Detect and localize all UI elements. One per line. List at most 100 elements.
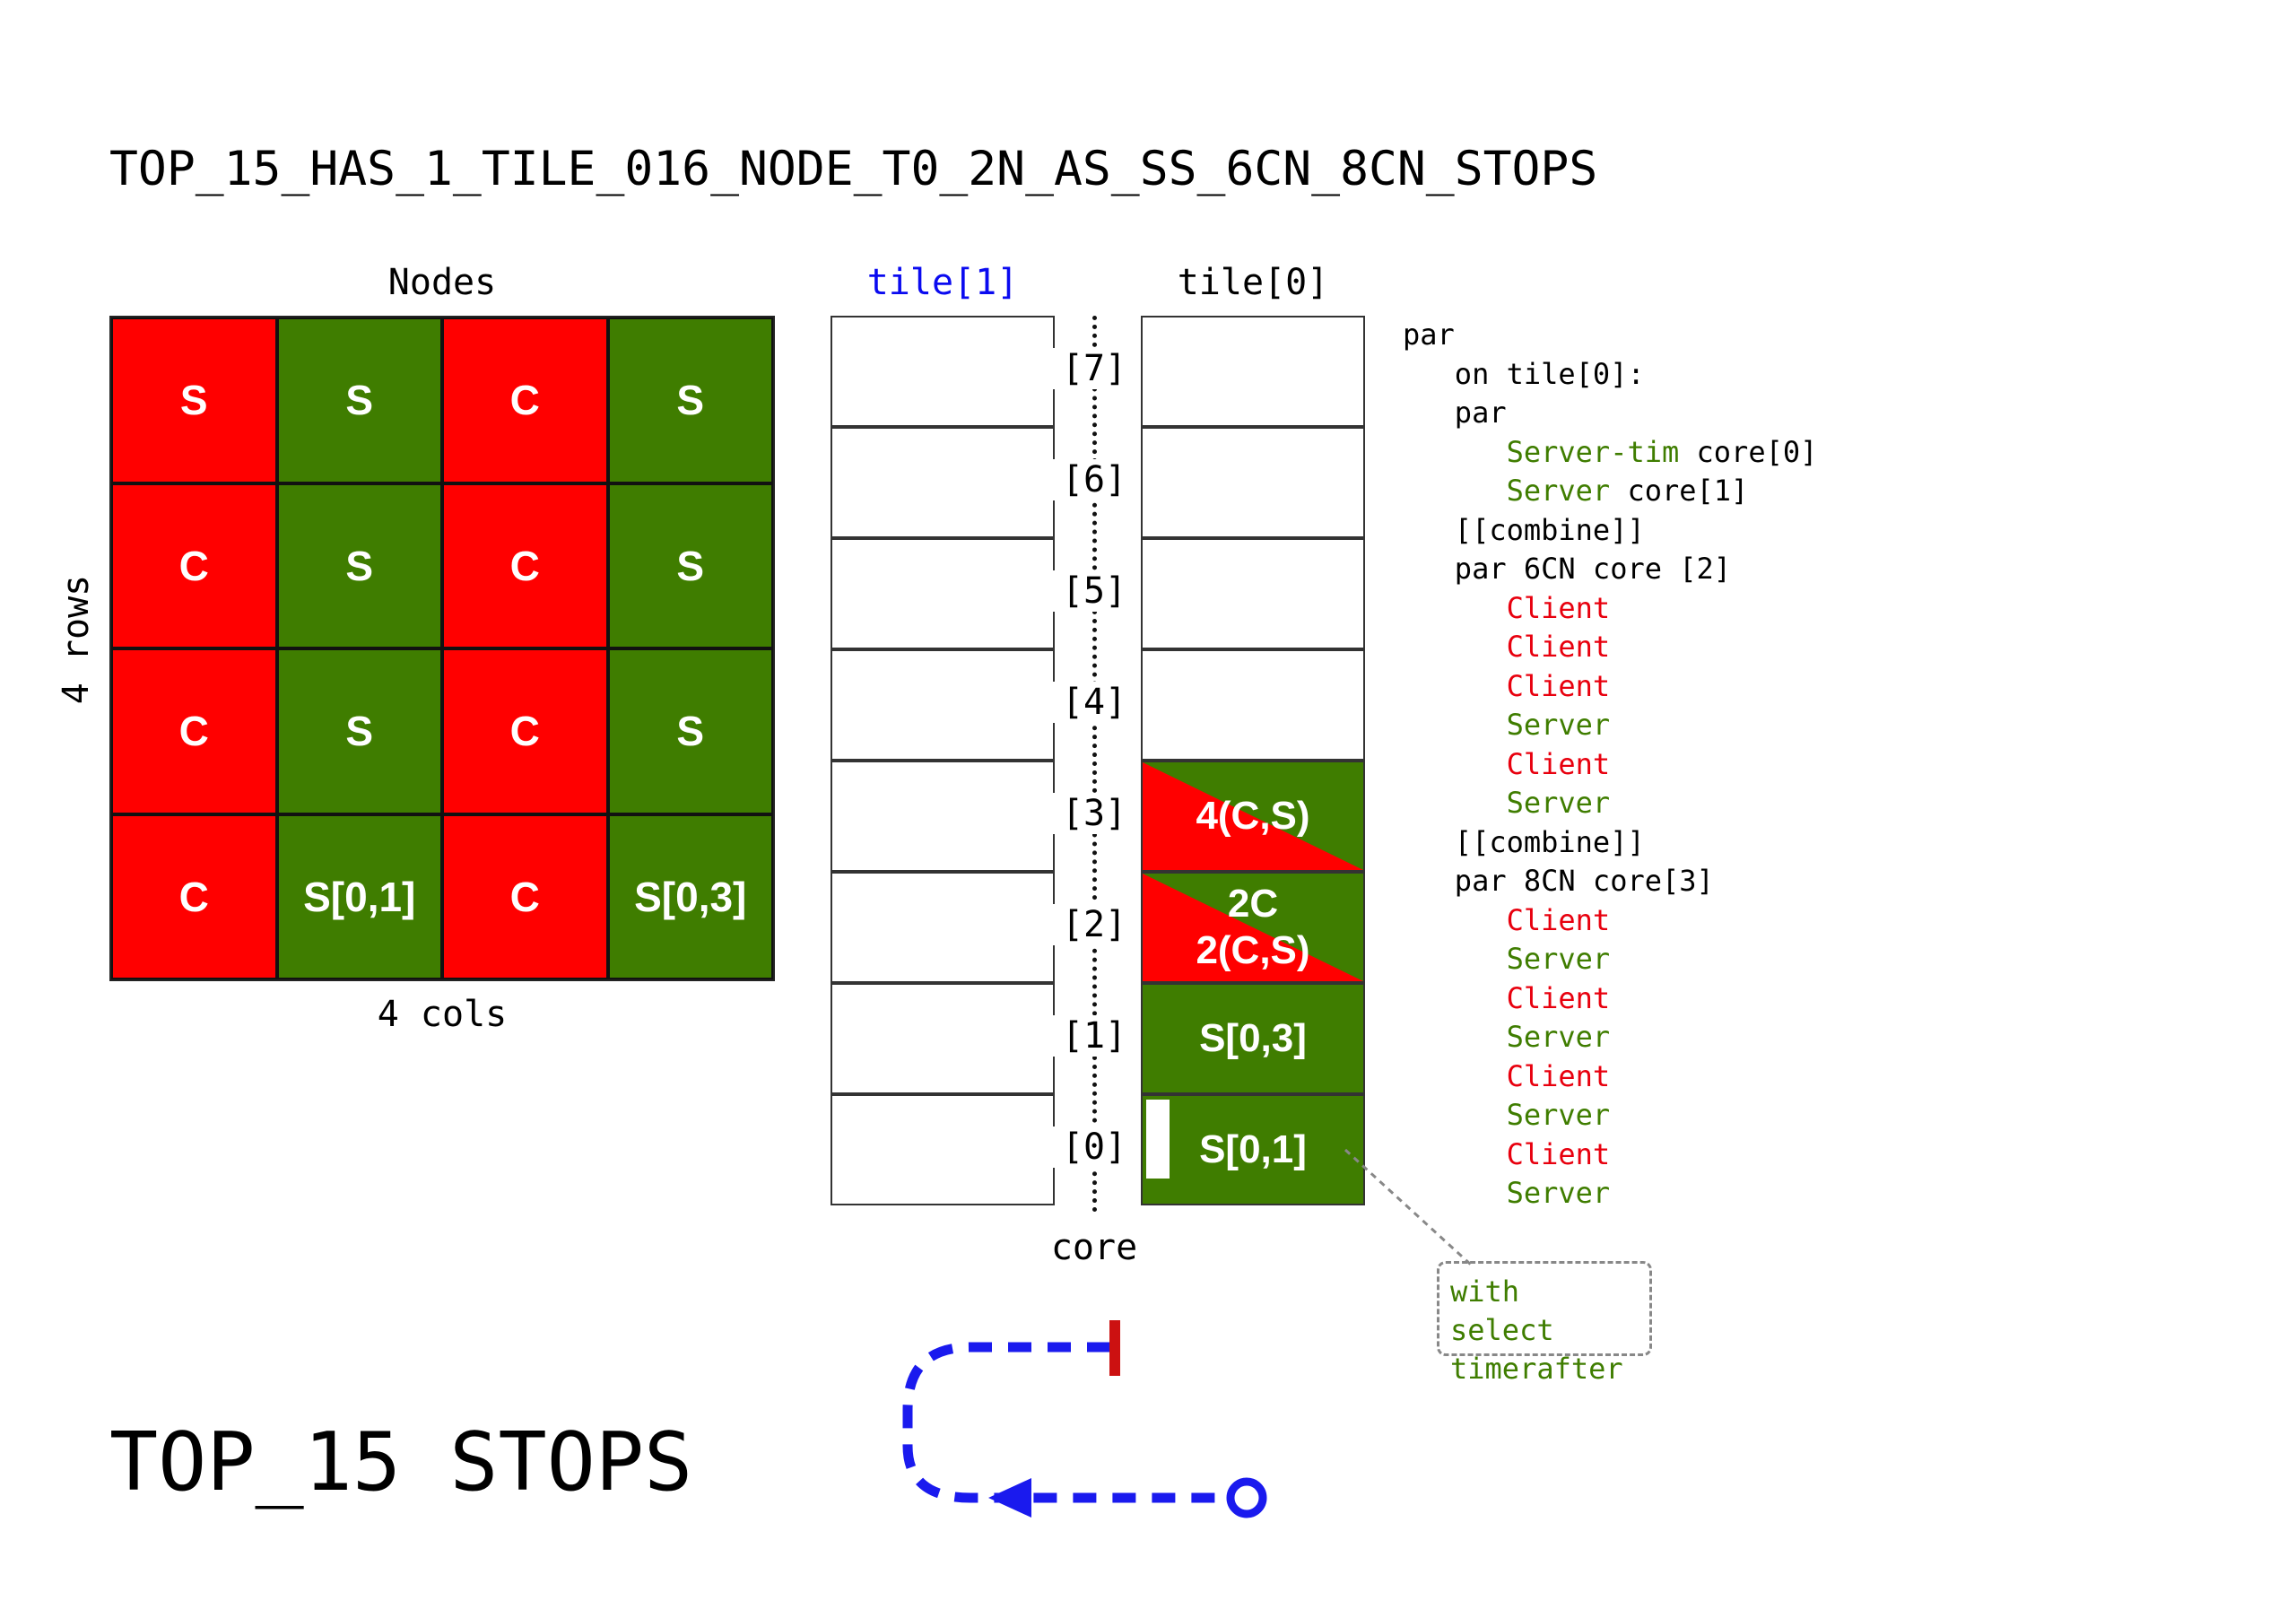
- node-r3-c3: S[0,3]: [607, 813, 773, 979]
- tile1-core-cell: [831, 1094, 1055, 1205]
- code-token: par: [1454, 396, 1507, 430]
- code-token: core[1]: [1610, 474, 1749, 508]
- callout-line-2: timerafter: [1450, 1352, 1623, 1386]
- code-token: Server: [1506, 708, 1611, 742]
- code-token: Server: [1506, 1020, 1611, 1054]
- code-line: Client: [1403, 979, 1817, 1019]
- node-r0-c1: S: [276, 318, 442, 483]
- code-token: Client: [1506, 980, 1611, 1015]
- code-line: [[combine]]: [1403, 511, 1817, 551]
- core-index-label: [5]: [1049, 570, 1139, 612]
- node-r0-c0: S: [111, 318, 277, 483]
- arrowhead-icon: [988, 1478, 1031, 1518]
- node-r3-c1: S[0,1]: [276, 813, 442, 979]
- node-r1-c2: C: [442, 483, 608, 648]
- nodes-title: Nodes: [387, 262, 497, 303]
- tile0-core-cell: [1141, 649, 1365, 761]
- tile1-header: tile[1]: [866, 262, 1019, 303]
- code-line: Client: [1403, 1057, 1817, 1097]
- code-line: Server core[1]: [1403, 472, 1817, 511]
- cols-label: 4 cols: [377, 994, 508, 1035]
- code-line: Client: [1403, 745, 1817, 785]
- tile0-core-cell: 4(C,S): [1141, 761, 1365, 872]
- timer-marker: [1146, 1100, 1170, 1179]
- tile0-core-cell: 2C 2(C,S): [1141, 872, 1365, 983]
- code-token: [[combine]]: [1454, 824, 1645, 859]
- tile0-core-cell: [1141, 427, 1365, 538]
- core-index-label: [0]: [1049, 1127, 1139, 1168]
- code-line: Server: [1403, 1096, 1817, 1135]
- code-line: Server: [1403, 1174, 1817, 1214]
- code-token: Server: [1506, 474, 1611, 508]
- core-axis-dotted-line: [1092, 316, 1100, 1213]
- client-server-split-shape: [1143, 874, 1363, 981]
- start-circle-icon: [1226, 1477, 1267, 1518]
- tile0-header: tile[0]: [1177, 262, 1329, 303]
- code-line: Server-tim core[0]: [1403, 433, 1818, 473]
- tile0-core-cell: [1141, 316, 1365, 427]
- node-r0-c2: C: [442, 318, 608, 483]
- core-cell-label: S[0,1]: [1199, 1127, 1307, 1171]
- core-cell-label: S[0,3]: [1199, 1016, 1307, 1060]
- tile1-core-cell: [831, 983, 1055, 1094]
- code-token: Client: [1506, 746, 1611, 781]
- code-token: Server: [1506, 1098, 1611, 1132]
- tile1-column: [831, 316, 1055, 1205]
- core-index-label: [7]: [1049, 348, 1139, 389]
- code-line: Client: [1403, 589, 1817, 629]
- node-r2-c1: S: [276, 648, 442, 814]
- node-r1-c3: S: [607, 483, 773, 648]
- core-index-label: [4]: [1049, 682, 1139, 723]
- tile0-core-cell: [1141, 538, 1365, 649]
- core-cell-label: 2C 2(C,S): [1196, 882, 1310, 972]
- code-line: Server: [1403, 706, 1817, 745]
- tile1-core-cell: [831, 427, 1055, 538]
- node-r2-c3: S: [607, 648, 773, 814]
- code-line: par: [1403, 394, 1817, 433]
- tile1-core-cell: [831, 761, 1055, 872]
- node-r0-c3: S: [607, 318, 773, 483]
- core-index-label: [3]: [1049, 793, 1139, 834]
- code-line: par 8CN core[3]: [1403, 862, 1817, 901]
- code-token: Client: [1506, 590, 1611, 625]
- core-index-label: [1]: [1049, 1015, 1139, 1057]
- rows-label: 4 rows: [56, 574, 97, 705]
- code-line: Client: [1403, 628, 1817, 667]
- code-listing: par on tile[0]: par Server-tim core[0] S…: [1403, 316, 1817, 1214]
- tile1-core-cell: [831, 538, 1055, 649]
- diagram-title: TOP_15_HAS_1_TILE_016_NODE_T0_2N_AS_SS_6…: [109, 142, 1598, 196]
- callout-note: with select timerafter: [1437, 1261, 1652, 1386]
- code-token: par 6CN core [2]: [1454, 552, 1732, 586]
- node-r1-c0: C: [111, 483, 277, 648]
- code-line: Server: [1403, 940, 1817, 979]
- node-r3-c2: C: [442, 813, 608, 979]
- tile0-core-cell: S[0,3]: [1141, 983, 1365, 1094]
- code-line: Client: [1403, 667, 1817, 707]
- tile0-core-cell: S[0,1]: [1141, 1094, 1365, 1205]
- node-r2-c2: C: [442, 648, 608, 814]
- code-token: Client: [1506, 1058, 1611, 1093]
- code-line: [[combine]]: [1403, 823, 1817, 863]
- callout-line-1: with select: [1450, 1274, 1554, 1347]
- code-token: par: [1403, 318, 1455, 352]
- code-token: Client: [1506, 1136, 1611, 1171]
- code-line: Client: [1403, 901, 1817, 941]
- tile0-column: 4(C,S) 2C 2(C,S) S[0,3] S[0,1]: [1141, 316, 1365, 1205]
- code-token: Server-tim: [1506, 434, 1680, 469]
- client-server-split-shape: [1143, 762, 1363, 870]
- code-token: Server: [1506, 1176, 1611, 1210]
- code-line: par 6CN core [2]: [1403, 550, 1817, 589]
- code-token: on tile[0]:: [1454, 356, 1645, 391]
- node-grid: S S C S C S C S C S C S C S[0,1] C S[0,3]: [109, 316, 775, 981]
- code-token: par 8CN core[3]: [1454, 864, 1714, 898]
- code-token: Server: [1506, 786, 1611, 820]
- code-token: Server: [1506, 942, 1611, 976]
- code-line: Server: [1403, 1018, 1817, 1057]
- stops-dashed-path: [902, 1342, 1220, 1503]
- code-token: core[0]: [1679, 434, 1818, 469]
- core-index-label: [6]: [1049, 459, 1139, 500]
- tile1-core-cell: [831, 316, 1055, 427]
- code-token: [[combine]]: [1454, 512, 1645, 547]
- node-r1-c1: S: [276, 483, 442, 648]
- code-line: Server: [1403, 784, 1817, 823]
